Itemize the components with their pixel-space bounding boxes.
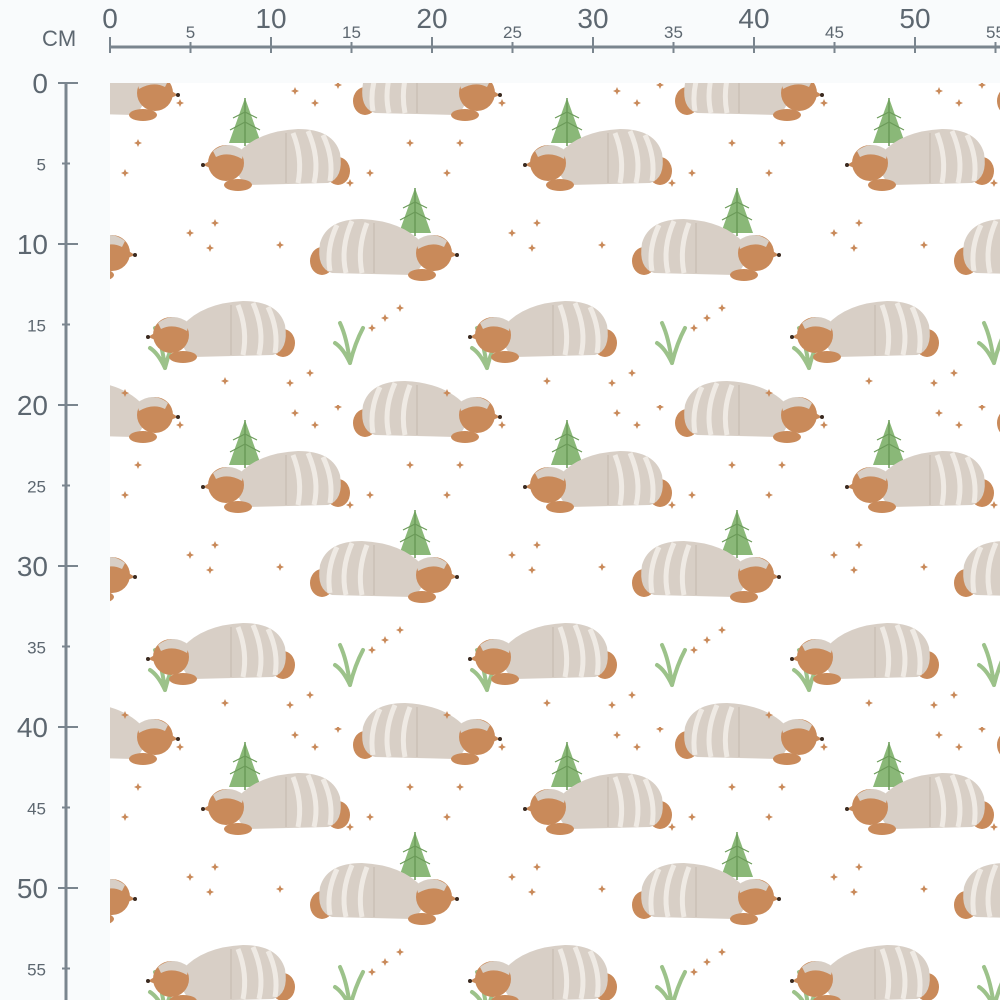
left-ruler-label: 35 — [27, 639, 46, 658]
left-ruler-label: 40 — [17, 712, 48, 743]
top-ruler-label: 30 — [577, 3, 608, 34]
left-ruler-label: 30 — [17, 551, 48, 582]
ruler-unit-label: CM — [42, 26, 76, 51]
top-ruler-label: 35 — [664, 23, 683, 42]
top-ruler-label: 50 — [899, 3, 930, 34]
left-ruler-label: 15 — [27, 317, 46, 336]
top-ruler-label: 5 — [186, 23, 195, 42]
left-ruler-label: 50 — [17, 873, 48, 904]
left-ruler-label: 45 — [27, 800, 46, 819]
top-ruler-label: 0 — [102, 3, 118, 34]
top-ruler-label: 55 — [986, 23, 1000, 42]
top-ruler-label: 40 — [738, 3, 769, 34]
top-ruler-label: 15 — [342, 23, 361, 42]
top-ruler-label: 10 — [255, 3, 286, 34]
fabric-swatch — [110, 83, 1000, 1000]
left-ruler-label: 20 — [17, 390, 48, 421]
left-ruler: 0 5 10 15 20 25 30 35 40 45 50 55 — [17, 68, 78, 1000]
left-ruler-label: 10 — [17, 229, 48, 260]
left-ruler-label: 25 — [27, 478, 46, 497]
top-ruler-label: 20 — [416, 3, 447, 34]
top-ruler-label: 25 — [503, 23, 522, 42]
top-ruler-label: 45 — [825, 23, 844, 42]
left-ruler-label: 55 — [27, 961, 46, 980]
left-ruler-label: 5 — [37, 156, 46, 175]
top-ruler: 0 5 10 15 20 25 30 35 40 45 50 55 — [102, 3, 1000, 53]
left-ruler-label: 0 — [32, 68, 48, 99]
